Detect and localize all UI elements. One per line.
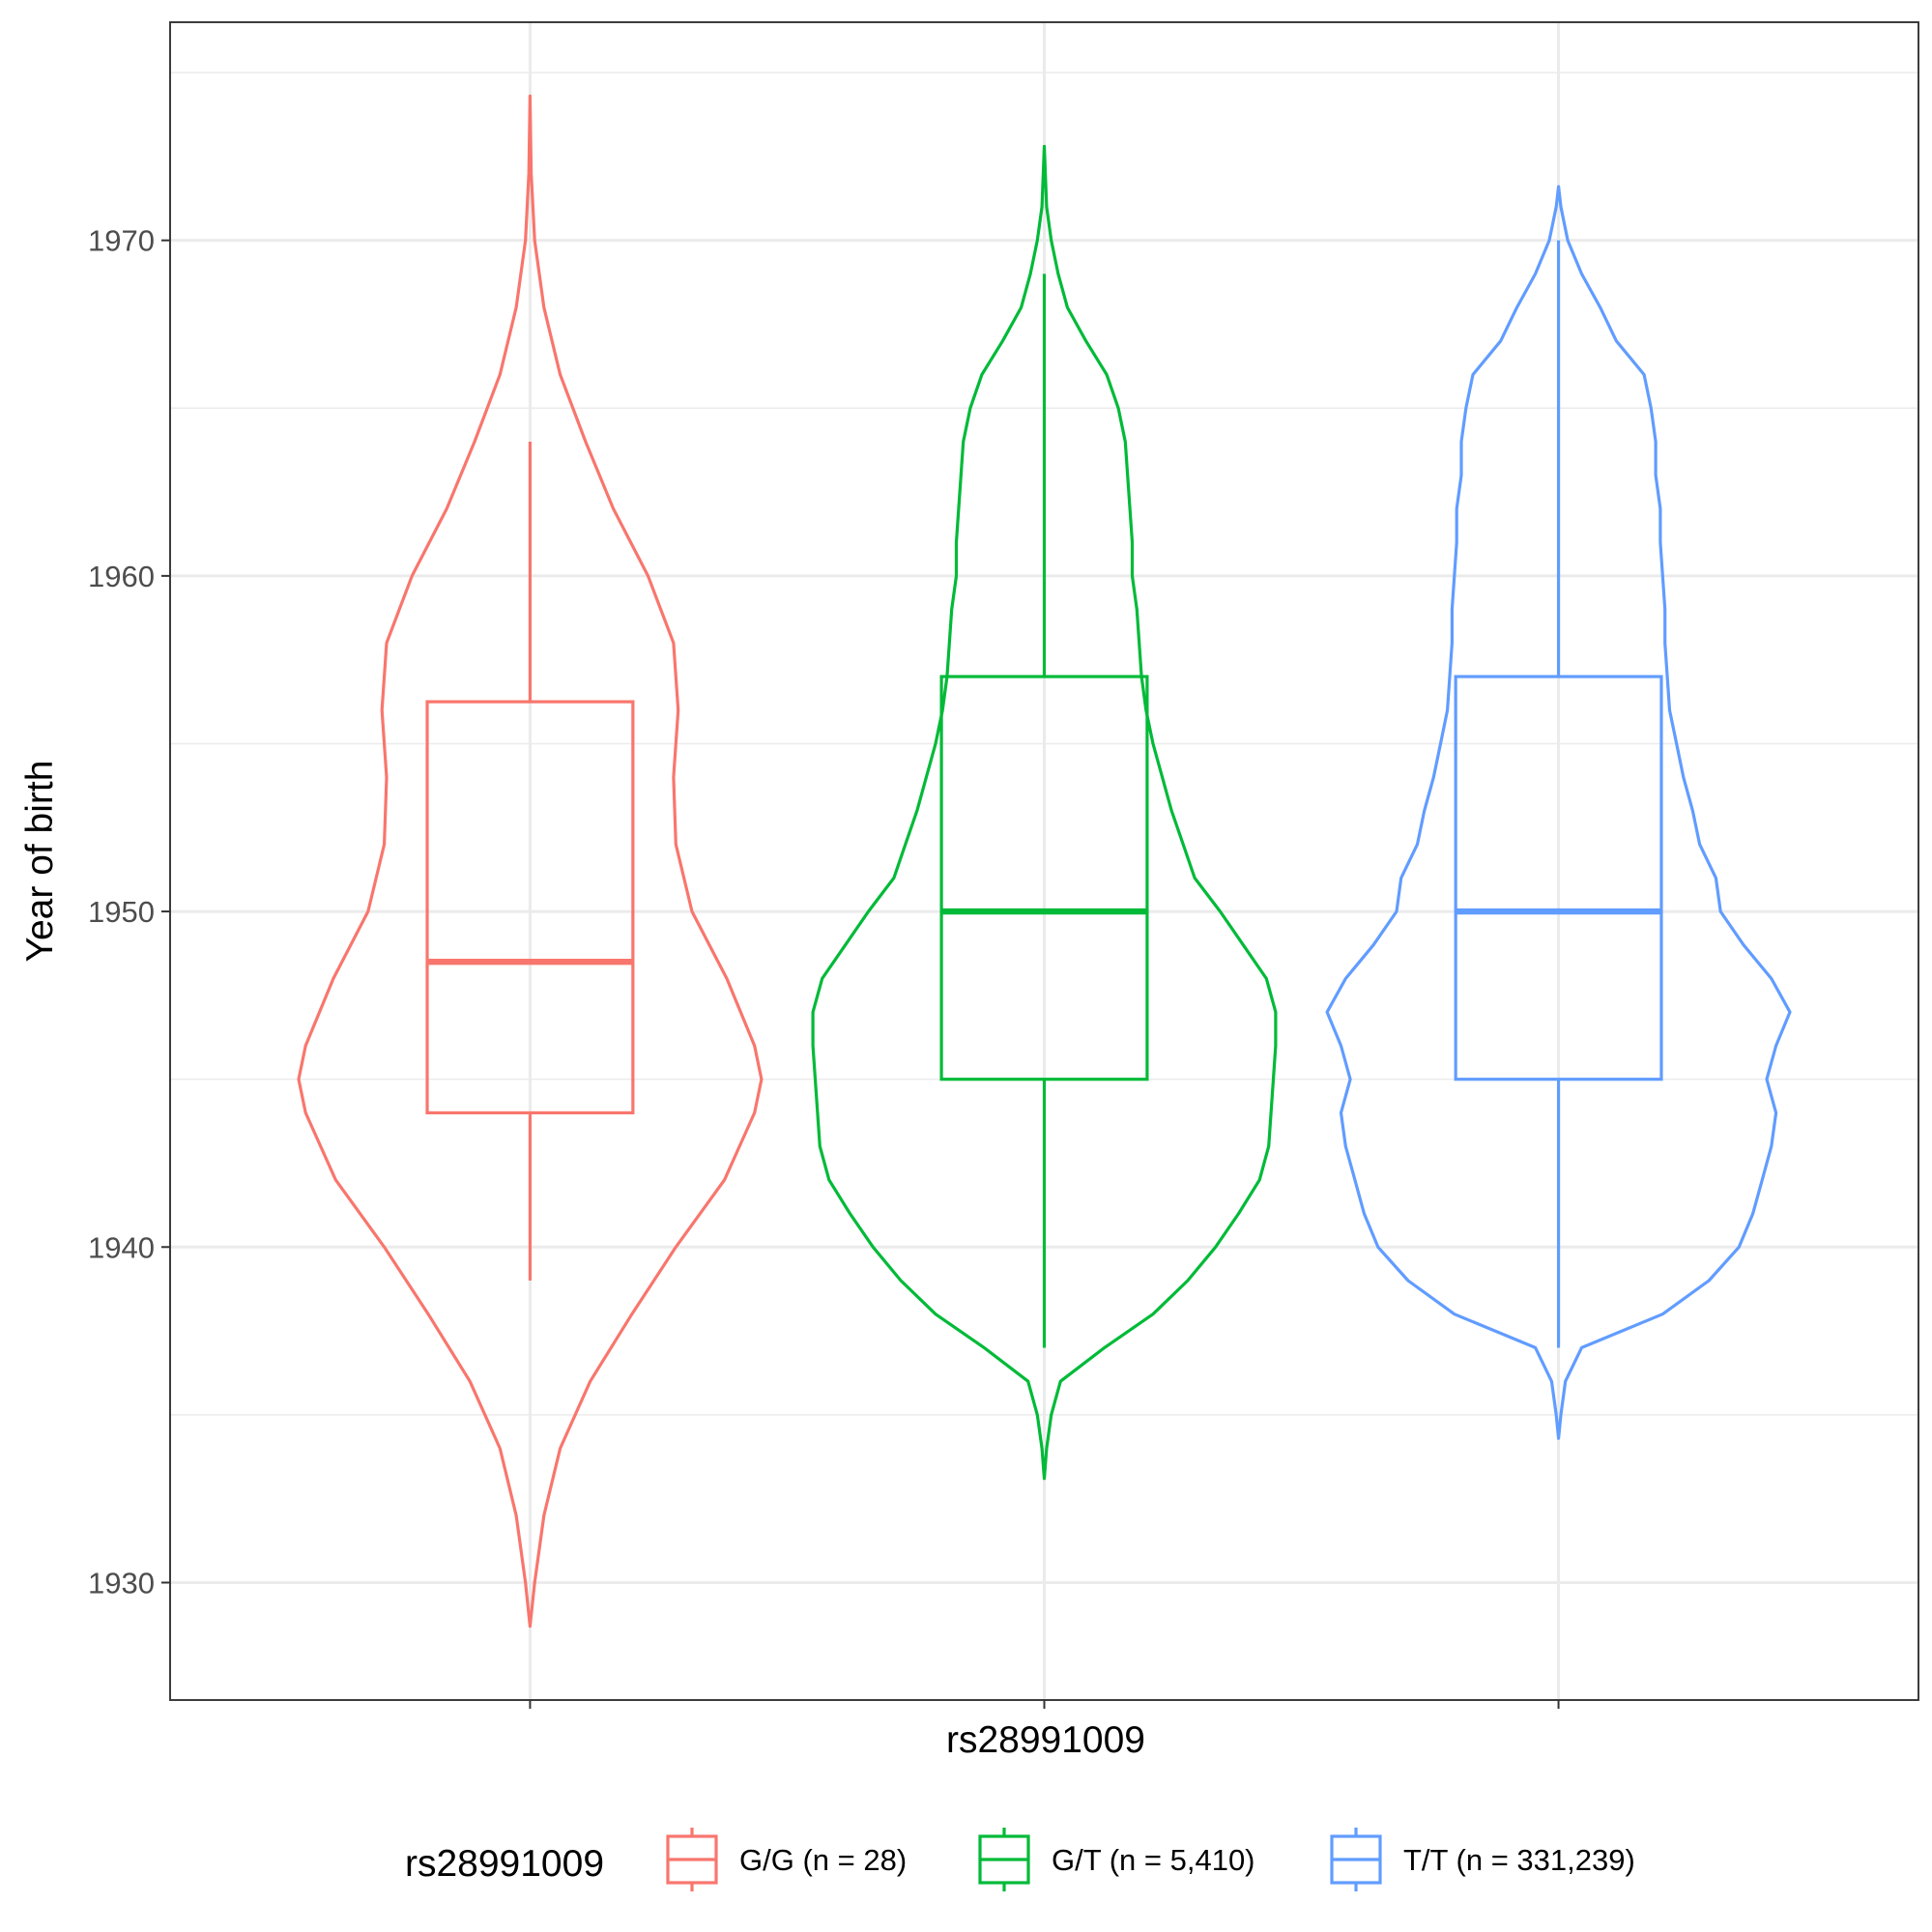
box-iqr	[1454, 675, 1663, 1081]
box-iqr	[425, 700, 635, 1115]
box-iqr	[939, 675, 1149, 1081]
legend-item-label: G/G (n = 28)	[739, 1843, 907, 1877]
legend-item-label: T/T (n = 331,239)	[1403, 1843, 1635, 1877]
legend-key-boxplot-icon	[666, 1828, 718, 1891]
legend-item-1: G/G (n = 28)	[666, 1828, 907, 1891]
violin-3	[1325, 185, 1792, 1440]
y-axis: 1930 1940 1950 1960 1970	[88, 224, 1560, 1709]
y-tick-label: 1930	[88, 1566, 155, 1600]
y-tick-label: 1960	[88, 560, 155, 593]
legend: rs28991009 G/G (n = 28) G/T (n = 5,410) T/…	[405, 1828, 1635, 1891]
legend-title: rs28991009	[405, 1843, 604, 1885]
legend-key-boxplot-icon	[978, 1828, 1030, 1891]
legend-item-label: G/T (n = 5,410)	[1052, 1843, 1255, 1877]
legend-items: G/G (n = 28) G/T (n = 5,410) T/T (n = 331,…	[666, 1828, 1635, 1891]
violin-1	[297, 94, 764, 1629]
violin-2	[811, 144, 1278, 1481]
violins	[297, 94, 1792, 1629]
boxplots	[425, 240, 1663, 1348]
y-tick-label: 1940	[88, 1230, 155, 1264]
y-tick-label: 1950	[88, 895, 155, 929]
legend-item-3: T/T (n = 331,239)	[1330, 1828, 1635, 1891]
x-axis-title: rs28991009	[946, 1719, 1145, 1761]
legend-key-boxplot-icon	[1330, 1828, 1382, 1891]
legend-item-2: G/T (n = 5,410)	[978, 1828, 1255, 1891]
y-tick-label: 1970	[88, 224, 155, 258]
y-axis-title: Year of birth	[19, 761, 61, 963]
